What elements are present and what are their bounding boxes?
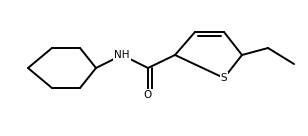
Text: S: S [221,73,227,83]
Text: O: O [144,90,152,100]
Text: NH: NH [114,50,130,60]
